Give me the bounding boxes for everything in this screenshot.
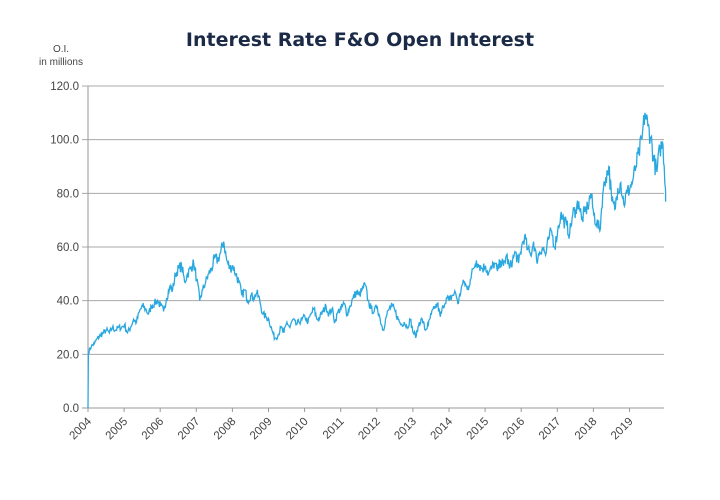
x-tick-label: 2006	[140, 416, 167, 443]
x-tick-label: 2014	[429, 415, 456, 442]
y-axis-label-line2: in millions	[39, 57, 83, 68]
x-tick-label: 2009	[248, 416, 275, 443]
x-tick-label: 2008	[212, 416, 239, 443]
x-tick-label: 2018	[573, 416, 600, 443]
x-tick-label: 2015	[465, 416, 492, 443]
y-axis-label-line1: O.I.	[53, 44, 69, 55]
x-tick-label: 2004	[68, 415, 95, 442]
series-line-open-interest	[87, 112, 667, 409]
y-tick-label: 20.0	[57, 349, 79, 361]
x-tick-label: 2017	[537, 416, 564, 443]
y-tick-label: 40.0	[57, 296, 79, 308]
x-tick-label: 2011	[321, 416, 347, 442]
y-tick-label: 100.0	[50, 135, 79, 147]
x-tick-label: 2010	[284, 416, 311, 443]
x-tick-label: 2016	[501, 416, 528, 443]
y-tick-label: 0.0	[63, 403, 79, 415]
x-tick-label: 2012	[356, 416, 383, 443]
y-tick-label: 120.0	[50, 81, 79, 93]
x-tick-label: 2013	[392, 416, 419, 443]
chart-title: Interest Rate F&O Open Interest	[186, 29, 534, 51]
y-tick-label: 60.0	[57, 242, 79, 254]
x-tick-label: 2007	[176, 416, 203, 443]
x-tick-label: 2005	[104, 416, 131, 443]
y-tick-label: 80.0	[57, 188, 79, 200]
x-tick-label: 2019	[609, 416, 636, 443]
